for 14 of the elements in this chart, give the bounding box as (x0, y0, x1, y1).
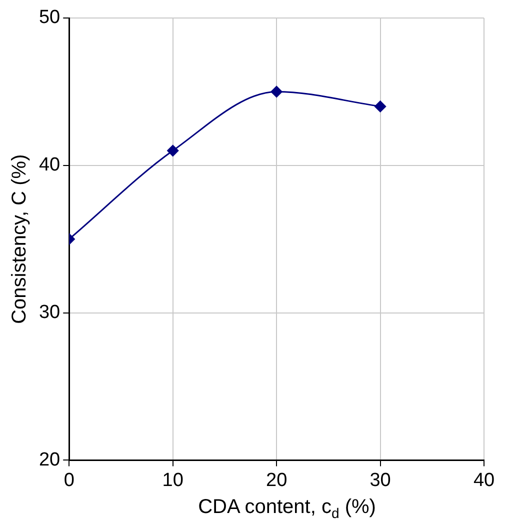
point (167, 144, 179, 156)
x-tick-label: 10 (162, 470, 184, 491)
y-tick-label: 20 (38, 449, 60, 470)
y-tick-label: 30 (38, 302, 60, 324)
x-tick-label: 30 (370, 470, 391, 491)
point (374, 100, 386, 112)
y-tick-label: 40 (38, 154, 60, 176)
x-tick-label: 40 (473, 470, 495, 491)
y-axis-title: Consistency, C (%) (8, 154, 31, 324)
point (270, 86, 282, 98)
x-tick-label: 20 (266, 470, 288, 491)
x-axis-title: CDA content, c$_{d}$ (%) (197, 496, 377, 521)
x-tick-label: 0 (64, 470, 74, 491)
y-tick-label: 50 (38, 7, 60, 28)
